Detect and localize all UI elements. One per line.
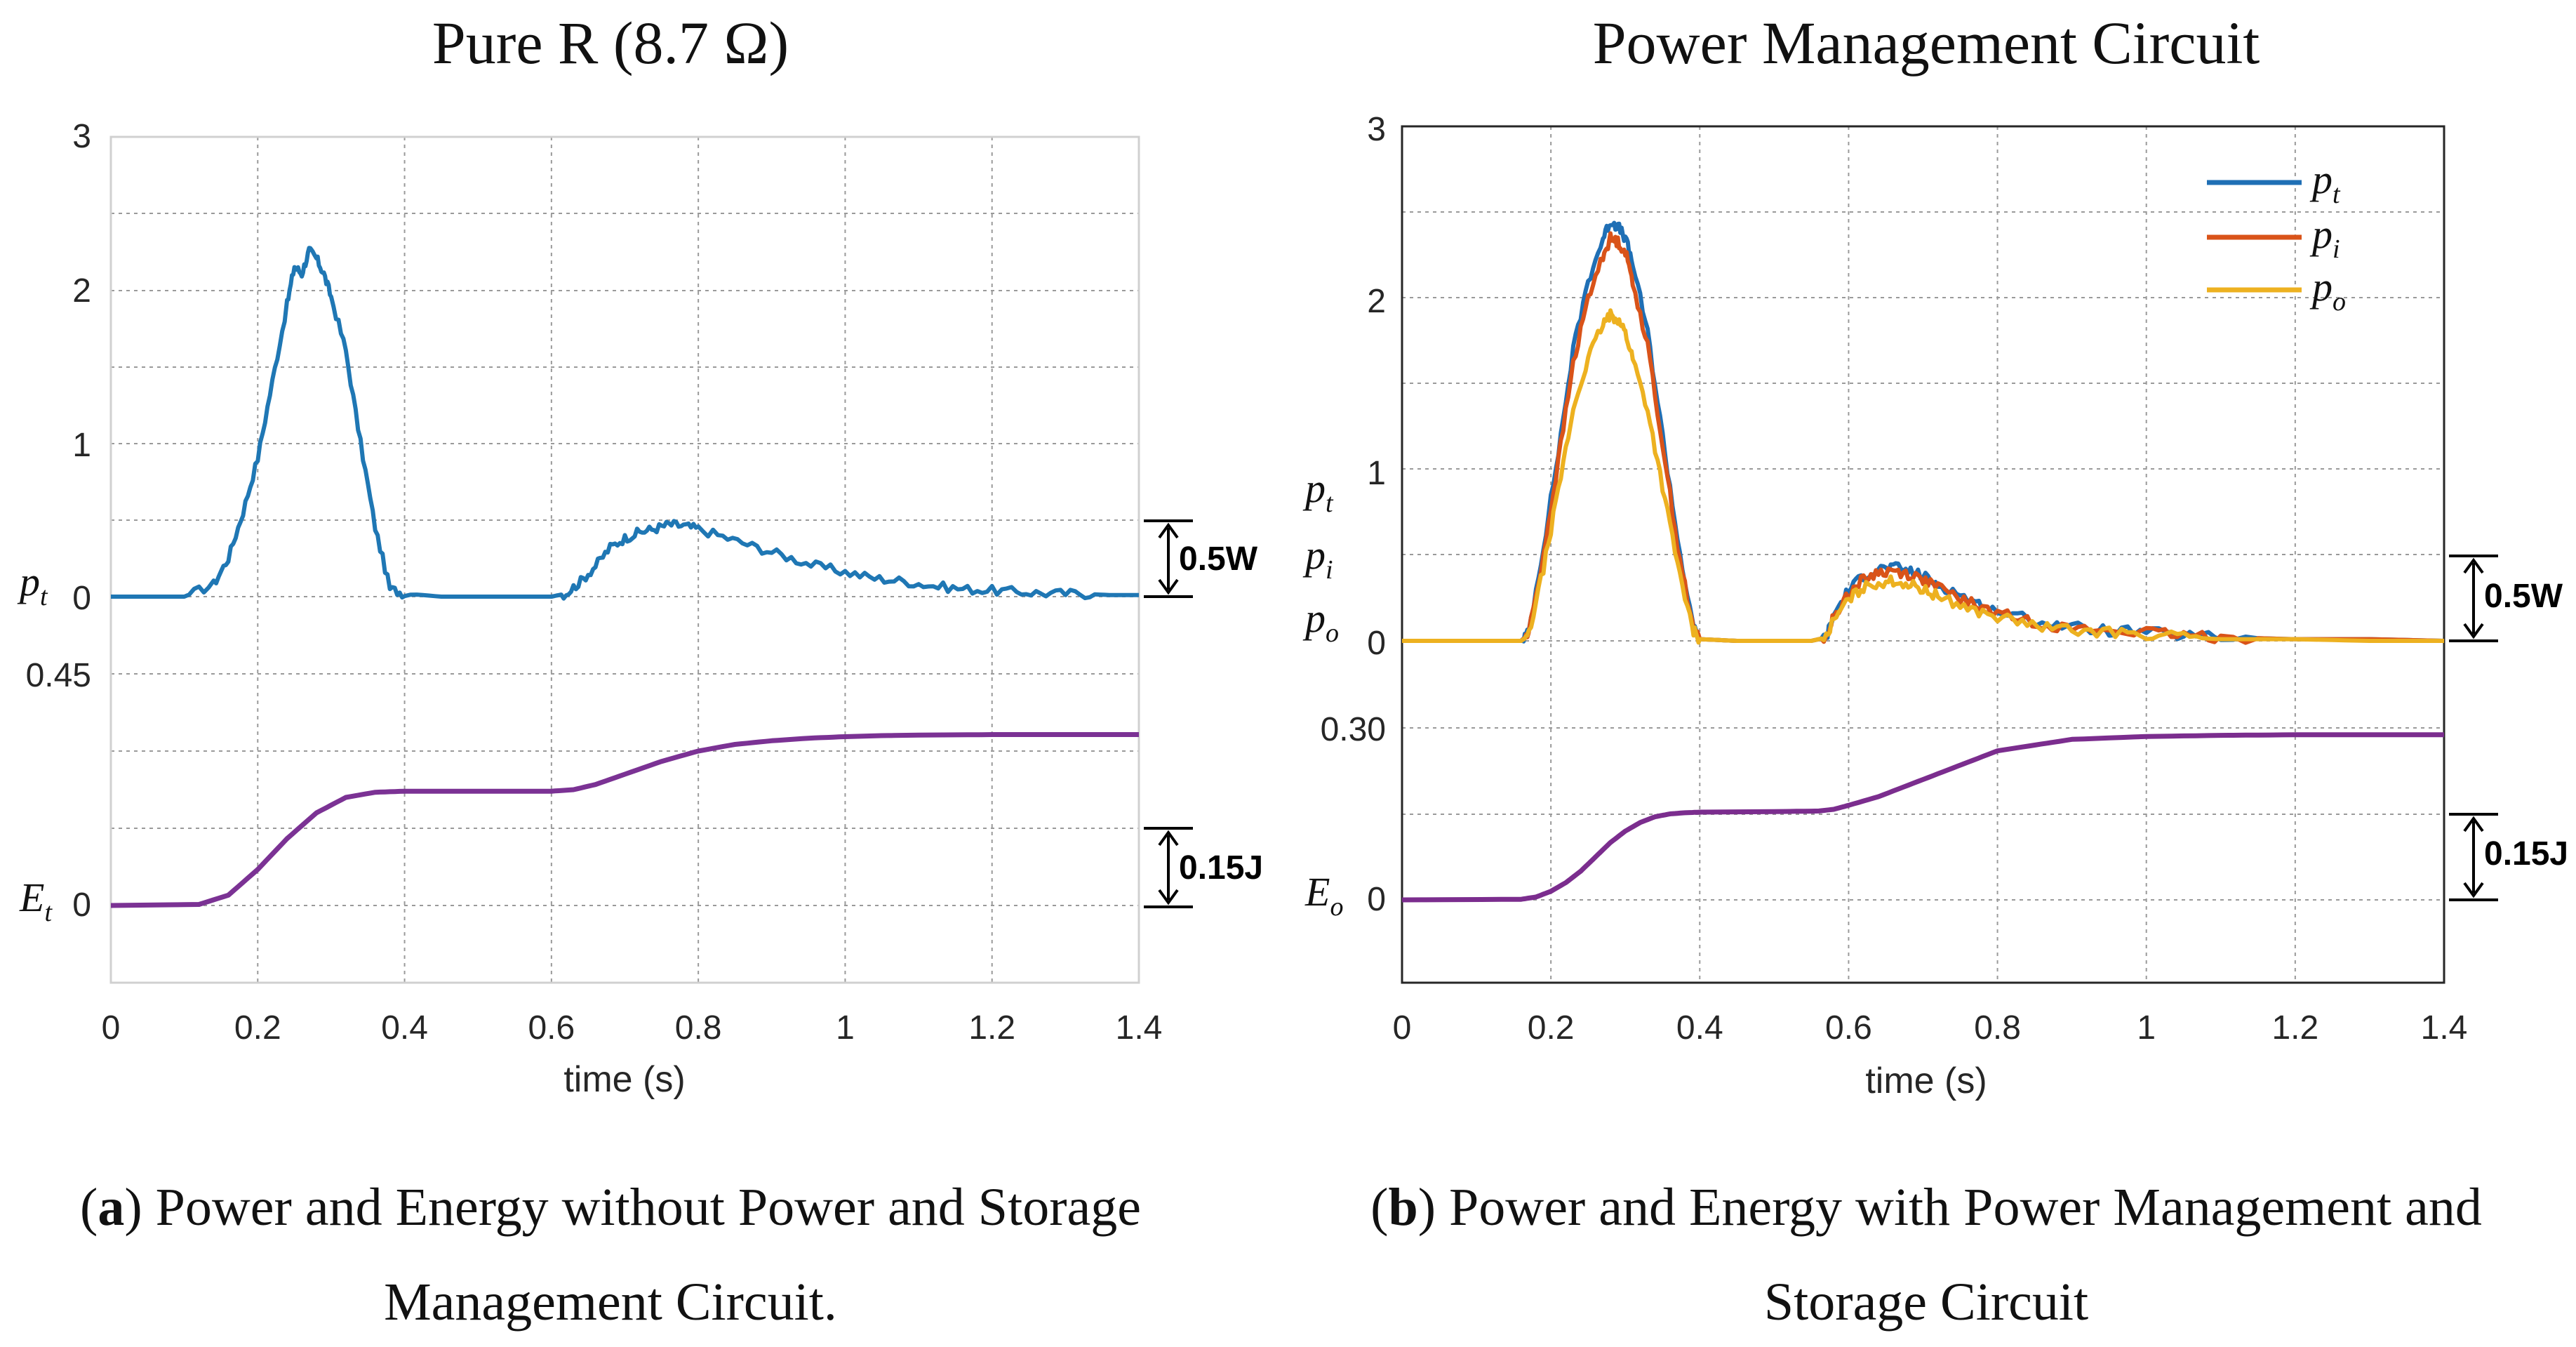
panel-a-energy-scale-bar: 0.15J xyxy=(1144,827,1263,908)
panel-a-ytick-0: 0 xyxy=(72,580,91,617)
panel-b-ylabel-pt: pt xyxy=(1302,465,1334,518)
caption-b-line1: (b) Power and Energy with Power Manageme… xyxy=(1370,1178,2482,1237)
panel-b-ylabel-pi: pi xyxy=(1302,532,1333,585)
legend-label-po: po xyxy=(2309,264,2346,317)
panel-b-xtick: 0.8 xyxy=(1974,1009,2021,1047)
series-line-E-t xyxy=(110,732,1139,908)
series-line-p-t xyxy=(111,246,1139,601)
panel-a-xtick: 1.4 xyxy=(1116,1009,1163,1047)
panel-a-series xyxy=(110,246,1139,908)
panel-b-ylabel-energy: Eo xyxy=(1304,869,1343,922)
panel-a-ytick-energy-zero: 0 xyxy=(72,887,91,924)
panel-a-ylabel-energy: Et xyxy=(19,875,53,927)
panel-b-ytick-3: 3 xyxy=(1367,111,1386,148)
panel-b: Power Management Circuit 3 2 1 0 0.30 0 … xyxy=(1302,9,2568,1101)
panel-a-xtick: 0.2 xyxy=(234,1009,281,1047)
legend-label-pi: pi xyxy=(2309,211,2340,264)
panel-a-xtick: 1.2 xyxy=(968,1009,1015,1047)
panel-b-energy-scale-label: 0.15J xyxy=(2484,835,2568,872)
panel-a-ytick-energy-max: 0.45 xyxy=(26,657,91,694)
panel-b-xtick: 0.2 xyxy=(1528,1009,1575,1047)
panel-a-power-scale-bar: 0.5W xyxy=(1144,519,1258,598)
panel-a-xtick: 0.4 xyxy=(381,1009,428,1047)
panel-a-xlabel: time (s) xyxy=(563,1059,685,1100)
panel-b-legend: pt pi po xyxy=(2207,157,2346,317)
panel-a-xtick: 0.6 xyxy=(528,1009,575,1047)
panel-a-frame xyxy=(109,135,1140,984)
panel-b-title: Power Management Circuit xyxy=(1593,9,2260,77)
series-line-p-o xyxy=(1402,308,2444,645)
series-line-E-o xyxy=(1401,732,2444,903)
panel-a-ytick-1: 1 xyxy=(72,427,91,464)
panel-b-xtick: 0.6 xyxy=(1825,1009,1872,1047)
panel-b-ytick-0: 0 xyxy=(1367,625,1386,662)
panel-a-xtick: 0 xyxy=(102,1009,121,1047)
panel-a-energy-scale-label: 0.15J xyxy=(1179,849,1263,887)
panel-b-xtick: 1.4 xyxy=(2421,1009,2468,1047)
panel-b-power-scale-bar: 0.5W xyxy=(2449,555,2563,642)
panel-b-xtick: 0 xyxy=(1393,1009,1412,1047)
panel-b-power-scale-label: 0.5W xyxy=(2484,578,2563,615)
panel-b-ytick-energy-max: 0.30 xyxy=(1321,711,1386,748)
panel-b-ytick-1: 1 xyxy=(1367,455,1386,492)
panel-a: Pure R (8.7 Ω) 3 2 1 0 0.45 0 pt Et 0 0.… xyxy=(17,9,1263,1100)
panel-b-ytick-energy-zero: 0 xyxy=(1367,881,1386,918)
panel-b-energy-scale-bar: 0.15J xyxy=(2449,813,2568,901)
panel-a-title: Pure R (8.7 Ω) xyxy=(432,9,789,77)
panel-a-ytick-2: 2 xyxy=(72,272,91,310)
panel-b-ylabel-po: po xyxy=(1302,595,1339,648)
panel-b-xlabel: time (s) xyxy=(1865,1061,1987,1101)
panel-a-grid xyxy=(110,136,1140,983)
panel-b-series xyxy=(1401,220,2445,903)
panel-b-grid xyxy=(1401,126,2445,983)
panel-b-ytick-2: 2 xyxy=(1367,283,1386,320)
panel-b-xtick: 0.4 xyxy=(1676,1009,1723,1047)
panel-a-xticks: 0 0.2 0.4 0.6 0.8 1 1.2 1.4 xyxy=(102,1009,1163,1047)
panel-b-xtick: 1 xyxy=(2137,1009,2156,1047)
panel-b-xtick: 1.2 xyxy=(2271,1009,2318,1047)
caption-b-line2: Storage Circuit xyxy=(1764,1273,2088,1332)
caption-a-line1: (a) Power and Energy without Power and S… xyxy=(80,1178,1141,1237)
panel-a-ytick-3: 3 xyxy=(72,118,91,155)
panel-b-frame xyxy=(1401,125,2445,984)
panel-a-ylabel-power: pt xyxy=(17,559,48,611)
panel-a-xtick: 1 xyxy=(836,1009,855,1047)
panel-b-xticks: 0 0.2 0.4 0.6 0.8 1 1.2 1.4 xyxy=(1393,1009,2468,1047)
legend-label-pt: pt xyxy=(2309,157,2341,209)
caption-a-line2: Management Circuit. xyxy=(384,1273,837,1332)
panel-a-power-scale-label: 0.5W xyxy=(1179,540,1258,578)
panel-a-xtick: 0.8 xyxy=(675,1009,722,1047)
